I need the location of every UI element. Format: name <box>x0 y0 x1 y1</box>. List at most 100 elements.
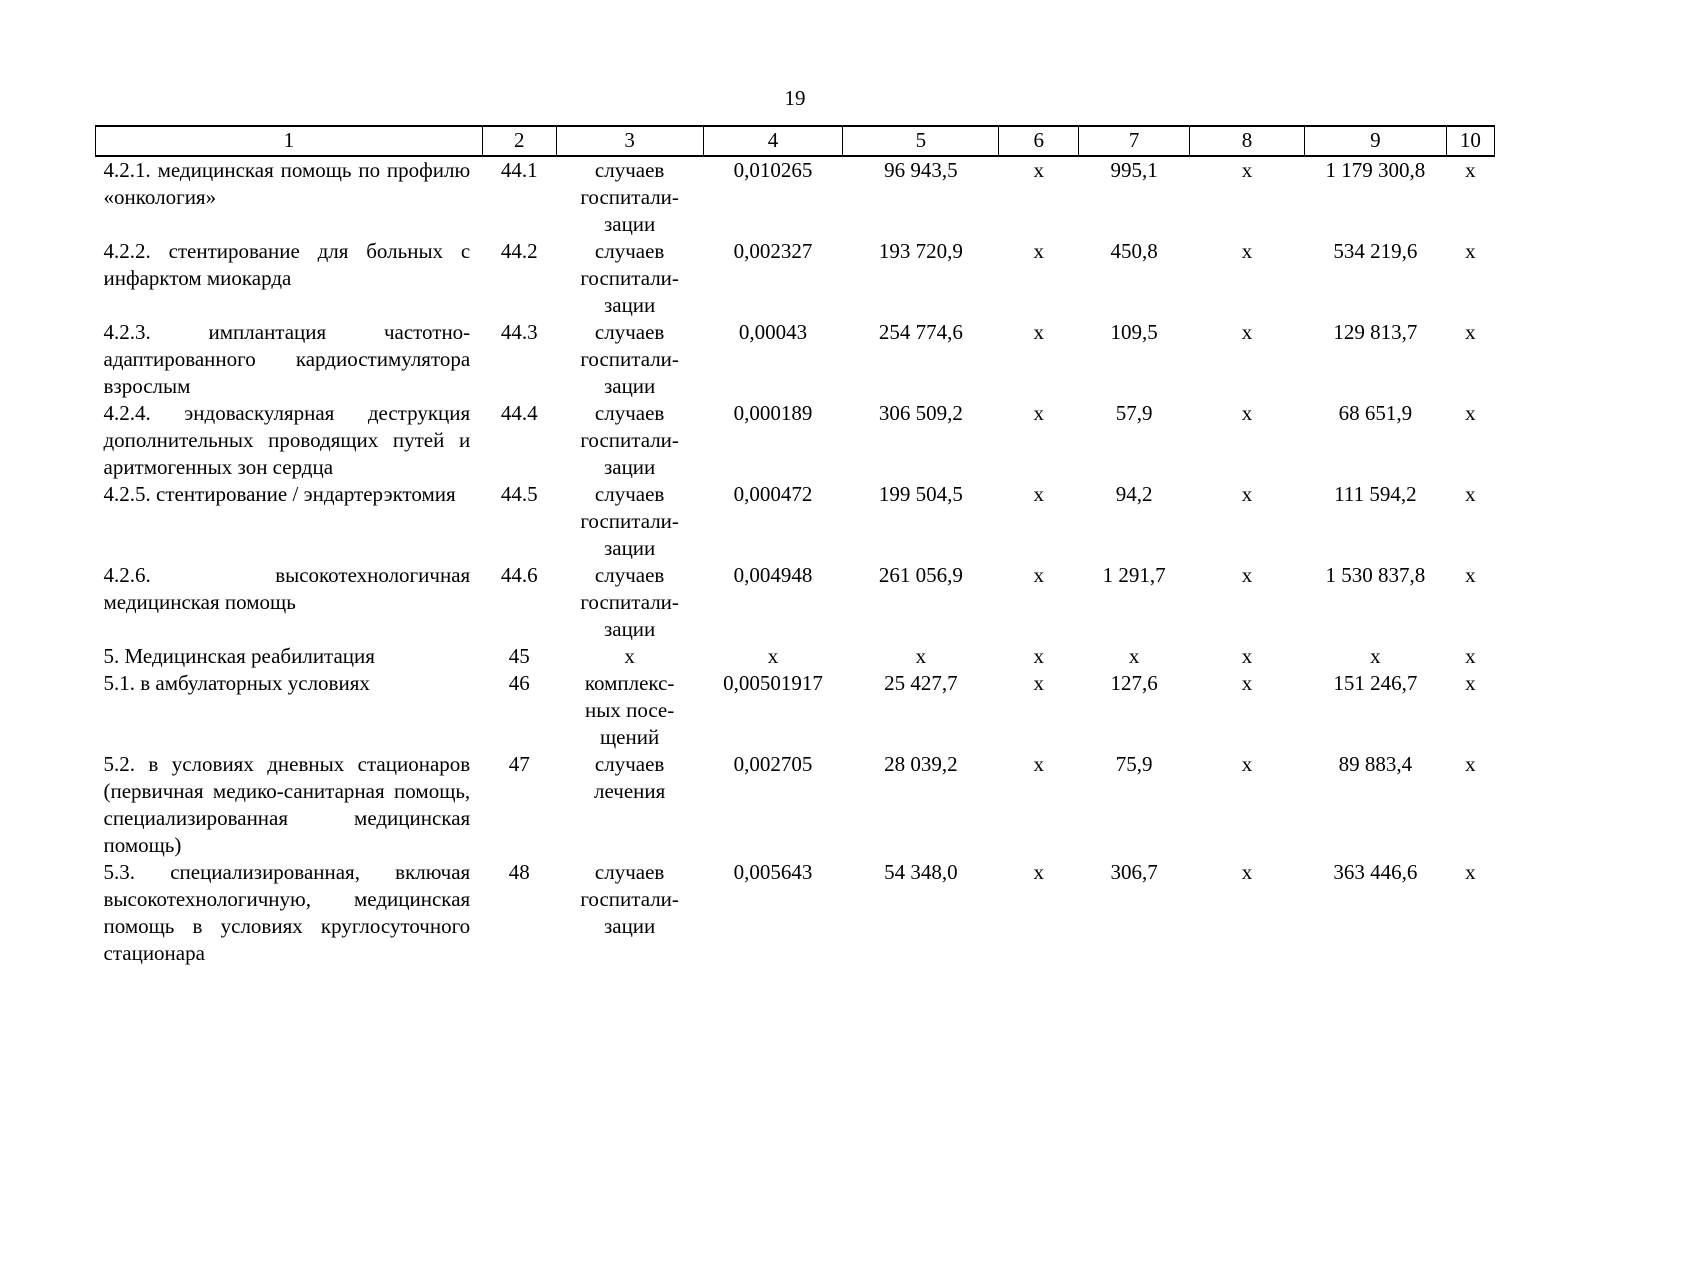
service-name-cell: 4.2.5. стентирование / эндартерэктомия <box>103 482 456 506</box>
col5-value-cell: 96 943,5 <box>884 158 958 182</box>
col9-value-cell: 151 246,7 <box>1333 671 1418 695</box>
col8-value-cell: х <box>1241 860 1253 884</box>
col7-value-cell: 75,9 <box>1115 752 1153 776</box>
unit-of-measure-cell: случаев лечения <box>593 752 666 803</box>
line-number-cell: 44.5 <box>500 482 538 506</box>
col5-value-cell: 261 056,9 <box>878 563 963 587</box>
col8-value-cell: х <box>1241 482 1253 506</box>
col10-value-cell: х <box>1465 671 1476 695</box>
unit-of-measure-cell: комплекс- ных посе- щений <box>584 671 675 749</box>
line-number-cell: 44.2 <box>500 239 538 263</box>
col7-value-cell: 127,6 <box>1110 671 1158 695</box>
col5-value-cell: х <box>915 644 927 668</box>
col7-value-cell: 995,1 <box>1110 158 1158 182</box>
col6-value-cell: х <box>1033 671 1045 695</box>
col9-value-cell: 68 651,9 <box>1338 401 1413 425</box>
table-row: 4.2.3. имплантация частотно-адаптированн… <box>96 319 1495 400</box>
column-number-cell: 5 <box>842 125 1000 157</box>
col4-value-cell: 0,010265 <box>733 158 813 182</box>
col10-value-cell: х <box>1465 482 1476 506</box>
service-name-cell: 5.1. в амбулаторных условиях <box>103 671 370 695</box>
col4-value-cell: 0,005643 <box>733 860 813 884</box>
unit-of-measure-cell: случаев госпитали- зации <box>580 563 679 641</box>
col9-value-cell: х <box>1370 644 1381 668</box>
service-name-cell: 4.2.2. стентирование для больных с инфар… <box>103 239 471 290</box>
col10-value-cell: х <box>1465 158 1476 182</box>
col4-value-cell: 0,004948 <box>733 563 813 587</box>
unit-of-measure-cell: случаев госпитали- зации <box>580 860 679 938</box>
line-number-cell: 47 <box>508 752 530 776</box>
service-name-cell: 4.2.1. медицинская помощь по профилю «он… <box>103 158 471 209</box>
unit-of-measure-cell: случаев госпитали- зации <box>580 401 679 479</box>
line-number-cell: 44.6 <box>500 563 538 587</box>
column-number-cell: 8 <box>1189 125 1305 157</box>
col7-value-cell: 94,2 <box>1115 482 1153 506</box>
table-row: 4.2.4. эндоваскулярная деструкция дополн… <box>96 400 1495 481</box>
service-name-cell: 5.2. в условиях дневных стационаров (пер… <box>103 752 471 857</box>
line-number-cell: 48 <box>508 860 530 884</box>
column-number-cell: 3 <box>555 125 704 157</box>
medical-services-table: 1 2 3 4 5 6 7 8 9 10 4.2.1. медицинская … <box>95 125 1496 967</box>
service-name-cell: 5. Медицинская реабилитация <box>103 644 375 668</box>
col4-value-cell: х <box>767 644 779 668</box>
col8-value-cell: х <box>1241 752 1253 776</box>
line-number-cell: 44.3 <box>500 320 538 344</box>
table-row: 5.2. в условиях дневных стационаров (пер… <box>96 751 1495 859</box>
col5-value-cell: 306 509,2 <box>878 401 963 425</box>
service-name-cell: 5.3. специализированная, включая высокот… <box>103 860 471 965</box>
col8-value-cell: х <box>1241 320 1253 344</box>
column-number-cell: 10 <box>1445 125 1496 157</box>
col4-value-cell: 0,00043 <box>738 320 808 344</box>
col9-value-cell: 534 219,6 <box>1333 239 1418 263</box>
table-row: 4.2.5. стентирование / эндартерэктомия 4… <box>96 481 1495 562</box>
line-number-cell: 46 <box>508 671 530 695</box>
col10-value-cell: х <box>1465 239 1476 263</box>
table-row: 5.3. специализированная, включая высокот… <box>96 859 1495 967</box>
unit-of-measure-cell: случаев госпитали- зации <box>580 482 679 560</box>
col8-value-cell: х <box>1241 401 1253 425</box>
col4-value-cell: 0,002327 <box>733 239 813 263</box>
col9-value-cell: 1 530 837,8 <box>1325 563 1426 587</box>
col4-value-cell: 0,002705 <box>733 752 813 776</box>
col8-value-cell: х <box>1241 239 1253 263</box>
column-number-cell: 1 <box>95 125 483 157</box>
col6-value-cell: х <box>1033 239 1045 263</box>
col7-value-cell: 57,9 <box>1115 401 1153 425</box>
col5-value-cell: 254 774,6 <box>878 320 963 344</box>
col5-value-cell: 25 427,7 <box>884 671 958 695</box>
unit-of-measure-cell: случаев госпитали- зации <box>580 239 679 317</box>
column-numbers-row: 1 2 3 4 5 6 7 8 9 10 <box>95 125 1496 157</box>
col6-value-cell: х <box>1033 860 1045 884</box>
column-number-cell: 7 <box>1078 125 1191 157</box>
table-row: 4.2.1. медицинская помощь по профилю «он… <box>96 156 1495 238</box>
service-name-cell: 4.2.3. имплантация частотно-адаптированн… <box>103 320 471 398</box>
col6-value-cell: х <box>1033 482 1045 506</box>
page-number: 19 <box>784 86 806 110</box>
col5-value-cell: 199 504,5 <box>878 482 963 506</box>
unit-of-measure-cell: случаев госпитали- зации <box>580 320 679 398</box>
col8-value-cell: х <box>1241 644 1253 668</box>
col8-value-cell: х <box>1241 158 1253 182</box>
col6-value-cell: х <box>1033 158 1045 182</box>
col5-value-cell: 28 039,2 <box>884 752 958 776</box>
column-number-cell: 2 <box>481 125 557 157</box>
col5-value-cell: 193 720,9 <box>878 239 963 263</box>
col7-value-cell: х <box>1128 644 1140 668</box>
col9-value-cell: 89 883,4 <box>1338 752 1413 776</box>
col4-value-cell: 0,000472 <box>733 482 813 506</box>
unit-of-measure-cell: х <box>624 644 635 668</box>
col7-value-cell: 306,7 <box>1110 860 1158 884</box>
col9-value-cell: 129 813,7 <box>1333 320 1418 344</box>
col4-value-cell: 0,00501917 <box>723 671 823 695</box>
table-row: 4.2.6. высокотехнологичная медицинская п… <box>96 562 1495 643</box>
service-name-cell: 4.2.6. высокотехнологичная медицинская п… <box>103 563 471 614</box>
column-number-cell: 6 <box>998 125 1080 157</box>
col6-value-cell: х <box>1033 644 1045 668</box>
line-number-cell: 44.4 <box>500 401 538 425</box>
col9-value-cell: 363 446,6 <box>1333 860 1418 884</box>
col10-value-cell: х <box>1465 752 1476 776</box>
col7-value-cell: 450,8 <box>1110 239 1158 263</box>
col6-value-cell: х <box>1033 401 1045 425</box>
col9-value-cell: 111 594,2 <box>1334 482 1417 506</box>
col7-value-cell: 109,5 <box>1110 320 1158 344</box>
